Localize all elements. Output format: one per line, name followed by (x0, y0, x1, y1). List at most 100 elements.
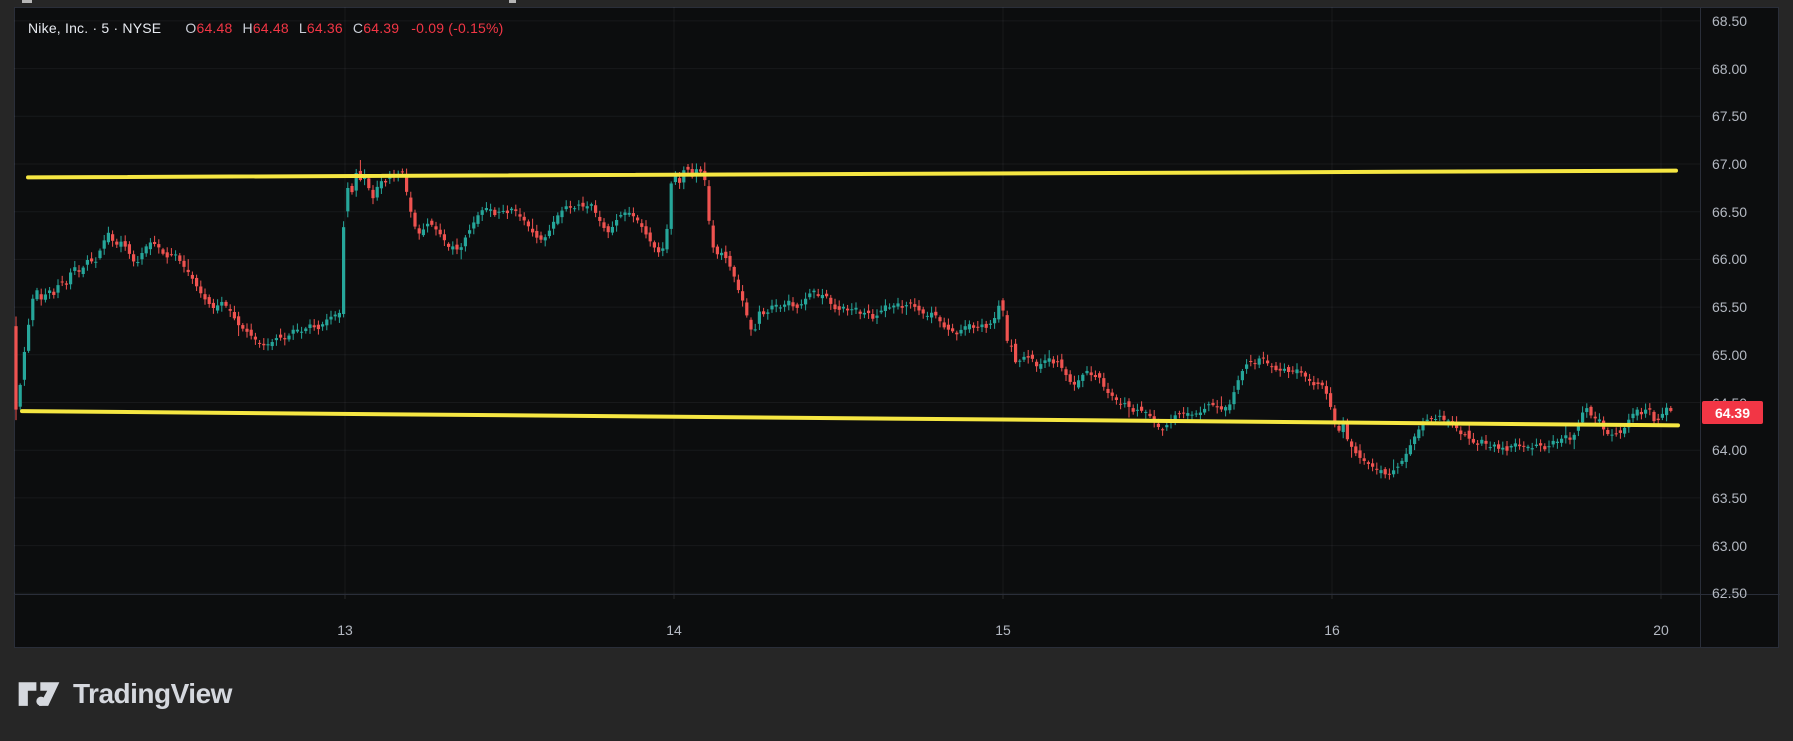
candle-body (1618, 430, 1622, 433)
candle-body (1417, 429, 1421, 439)
symbol-title[interactable]: Nike, Inc. · 5 · NYSE (28, 20, 162, 36)
chart-legend: Nike, Inc. · 5 · NYSE O64.48 H64.48 L64.36 C… (28, 20, 504, 36)
candle-body (1110, 392, 1114, 396)
candle-body (665, 228, 669, 250)
time-axis-label: 15 (995, 622, 1011, 638)
candle-body (1459, 430, 1463, 435)
tradingview-logo-text: TradingView (73, 678, 232, 709)
time-axis-label: 13 (337, 622, 353, 638)
close-label: C (352, 20, 364, 36)
candle-body (850, 309, 854, 311)
candle-body (1014, 343, 1018, 363)
candle-body (581, 202, 585, 207)
candle-body (976, 326, 980, 328)
tradingview-logo-icon (18, 682, 60, 706)
candle-body (1623, 427, 1627, 434)
candle-body (199, 286, 203, 294)
candle-body (1413, 436, 1417, 444)
chart-panel[interactable] (14, 7, 1779, 648)
candle-body (1173, 415, 1177, 421)
candle-body (253, 336, 257, 340)
candle-body (1072, 381, 1076, 385)
tradingview-logo[interactable]: TradingView (18, 676, 232, 712)
candle-body (573, 208, 577, 210)
candle-body (678, 178, 682, 183)
candle-body (1555, 441, 1559, 444)
open-label: O (185, 20, 197, 36)
candle-body (657, 247, 661, 253)
candle-body (1303, 372, 1307, 377)
candle-body (594, 205, 598, 213)
candle-body (228, 309, 232, 311)
candle-body (673, 176, 677, 183)
candle-body (27, 324, 31, 351)
candle-body (346, 187, 350, 212)
candle-body (1480, 439, 1484, 444)
candle-body (505, 210, 509, 214)
candle-body (266, 344, 270, 346)
trendline-resistance[interactable] (26, 168, 1678, 180)
candle-body (249, 329, 253, 336)
candle-body (1333, 408, 1337, 422)
candle-body (35, 290, 39, 300)
candle-body (426, 223, 430, 227)
candle-body (1018, 360, 1022, 362)
candle-body (1387, 473, 1391, 475)
candle-body (888, 307, 892, 309)
candle-body (321, 324, 325, 327)
candle-body (686, 166, 690, 170)
candle-body (858, 311, 862, 314)
candle-body (1560, 438, 1564, 443)
candle-body (980, 324, 984, 328)
candle-body (169, 254, 173, 256)
candle-body (921, 309, 925, 314)
candle-body (337, 312, 341, 318)
price-axis-label: 65.50 (1712, 299, 1748, 316)
candle-body (988, 323, 992, 325)
trendline-support[interactable] (20, 409, 1680, 428)
candle-body (577, 204, 581, 206)
candle-body (913, 304, 917, 307)
candle-body (602, 222, 606, 228)
candle-body (997, 305, 1001, 320)
candle-body (715, 246, 719, 255)
candle-body (1425, 419, 1429, 422)
candle-body (1644, 409, 1648, 414)
time-axis-label: 14 (666, 622, 682, 638)
candle-body (111, 234, 115, 241)
candle-body (514, 209, 518, 211)
candle-body (1669, 408, 1673, 411)
candle-body (627, 212, 631, 215)
candle-body (1610, 434, 1614, 436)
candle-body (1530, 448, 1534, 450)
candle-body (350, 185, 354, 193)
candle-body (1341, 423, 1345, 433)
candle-body (367, 178, 371, 189)
candle-body (153, 242, 157, 245)
candle-body (808, 293, 812, 298)
candle-body (94, 261, 98, 263)
candle-body (1194, 413, 1198, 415)
candle-body (1291, 370, 1295, 372)
candle-body (778, 307, 782, 309)
candle-body (1350, 441, 1354, 447)
cropped-toolbar-artifact (22, 0, 32, 3)
candle-body (1648, 408, 1652, 410)
candle-body (493, 209, 497, 216)
candle-body (623, 212, 627, 215)
candle-body (699, 169, 703, 172)
candle-body (644, 226, 648, 235)
candle-body (804, 298, 808, 305)
candle-body (774, 304, 778, 307)
candle-body (1035, 361, 1039, 367)
candle-body (497, 211, 501, 213)
candle-body (43, 294, 47, 300)
candle-body (1043, 360, 1047, 363)
candle-body (56, 285, 60, 293)
candle-body (1274, 365, 1278, 371)
candle-body (447, 243, 451, 247)
candle-body (829, 297, 833, 304)
candle-body (1135, 409, 1139, 411)
candle-body (1665, 407, 1669, 416)
